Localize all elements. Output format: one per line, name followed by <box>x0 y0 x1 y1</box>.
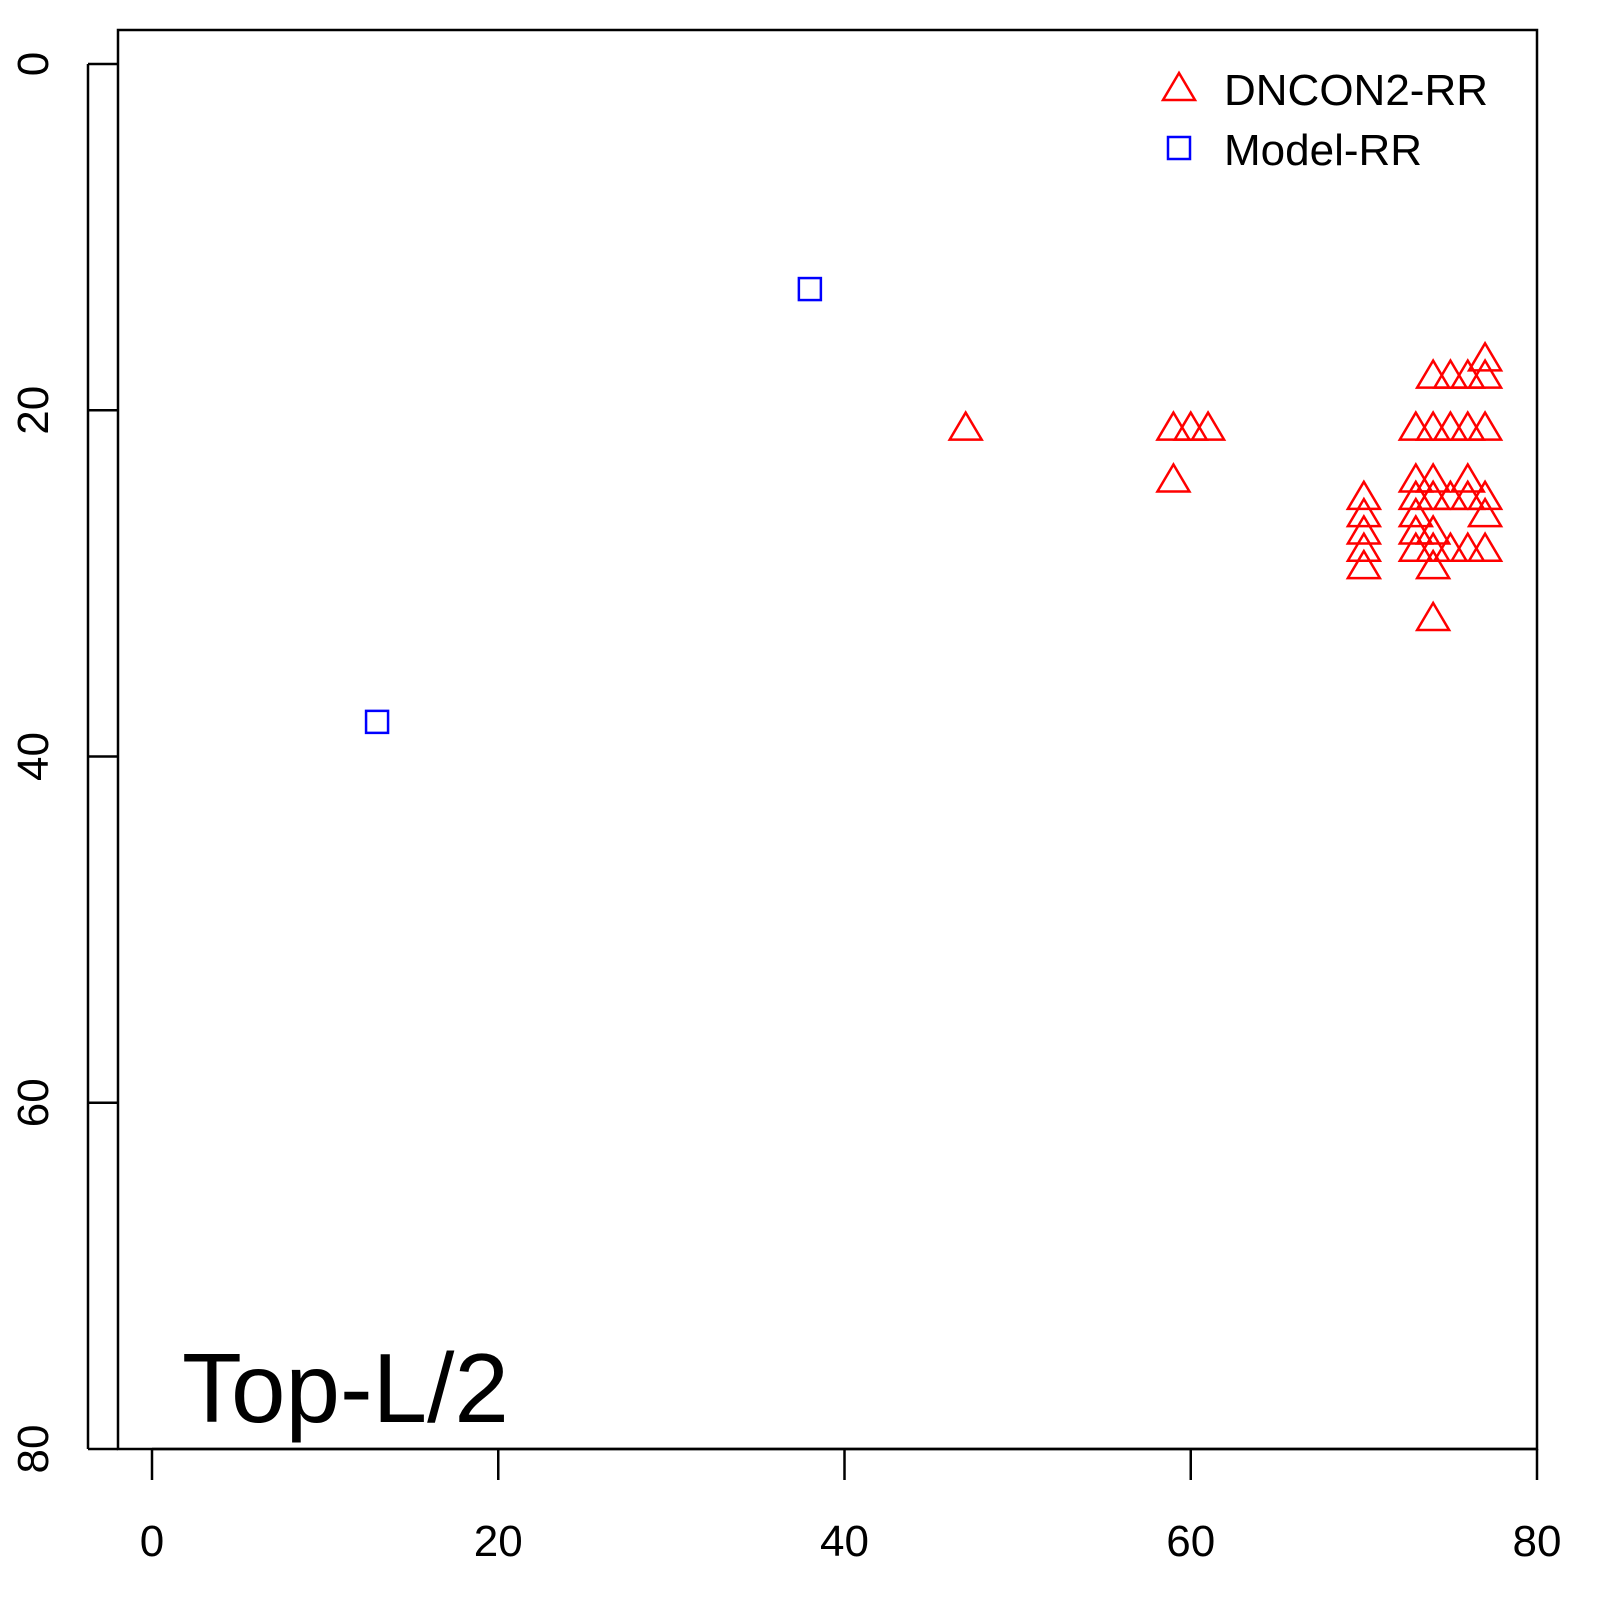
dncon2-rr-point <box>1466 358 1504 389</box>
dncon2-rr-point <box>1432 531 1469 562</box>
dncon2-rr-point <box>1414 462 1452 493</box>
legend: DNCON2-RR Model-RR <box>1160 66 1488 175</box>
dncon2-rr-point <box>1397 496 1435 528</box>
dncon2-rr-point <box>1449 479 1486 511</box>
y-tick-label: 20 <box>9 386 58 435</box>
y-tick-label: 40 <box>9 732 58 781</box>
dncon2-rr-point <box>1449 462 1486 493</box>
legend-dncon2-rr-triangle-icon <box>1160 70 1198 102</box>
model-rr-point <box>364 709 390 735</box>
dncon2-rr-point <box>1414 531 1452 562</box>
dncon2-rr-point <box>947 410 984 441</box>
dncon2-rr-point <box>1397 513 1435 545</box>
dncon2-rr-point <box>1466 531 1504 562</box>
y-tick-label: 80 <box>9 1425 58 1474</box>
x-tick-label: 60 <box>1166 1517 1215 1566</box>
dncon2-rr-point <box>1414 410 1452 441</box>
dncon2-rr-point <box>1172 410 1209 441</box>
x-tick-label: 20 <box>474 1517 523 1566</box>
dncon2-rr-point <box>1397 410 1435 441</box>
dncon2-rr-point <box>1432 358 1469 389</box>
dncon2-rr-point <box>1466 340 1504 372</box>
dncon2-rr-point <box>1414 358 1452 389</box>
dncon2-rr-point <box>1414 513 1452 545</box>
y-tick-label: 0 <box>9 52 58 76</box>
dncon2-rr-point <box>1345 531 1383 562</box>
dncon2-rr-point <box>1345 513 1383 545</box>
dncon2-rr-point <box>1414 479 1452 511</box>
x-tick-label: 40 <box>820 1517 869 1566</box>
dncon2-rr-point <box>1397 479 1435 511</box>
legend-model-rr-square-icon <box>1166 135 1192 161</box>
dncon2-rr-point <box>1466 410 1504 441</box>
dncon2-rr-point <box>1432 410 1469 441</box>
x-tick-label: 80 <box>1513 1517 1562 1566</box>
dncon2-rr-point <box>1466 479 1504 511</box>
dncon2-rr-point <box>1155 462 1192 493</box>
dncon2-rr-point <box>1449 531 1486 562</box>
dncon2-rr-point <box>1449 358 1486 389</box>
panel-annotation: Top-L/2 <box>182 1333 509 1443</box>
dncon2-rr-point <box>1432 479 1469 511</box>
dncon2-rr-point <box>1345 548 1383 580</box>
legend-label: Model-RR <box>1224 126 1422 175</box>
dncon2-rr-point <box>1397 462 1435 493</box>
x-tick-label: 0 <box>140 1517 164 1566</box>
dncon2-rr-point <box>1414 548 1452 580</box>
dncon2-rr-point <box>1414 600 1452 632</box>
dncon2-rr-point <box>1345 479 1383 511</box>
legend-label: DNCON2-RR <box>1224 66 1488 115</box>
plot-frame <box>116 28 1539 1451</box>
dncon2-rr-point <box>1397 531 1435 562</box>
dncon2-rr-point <box>1466 496 1504 528</box>
model-rr-point <box>797 276 823 302</box>
dncon2-rr-point <box>1189 410 1227 441</box>
dncon2-rr-point <box>1449 410 1486 441</box>
dncon2-rr-point <box>1345 496 1383 528</box>
dncon2-rr-point <box>1155 410 1192 441</box>
y-tick-label: 60 <box>9 1078 58 1127</box>
